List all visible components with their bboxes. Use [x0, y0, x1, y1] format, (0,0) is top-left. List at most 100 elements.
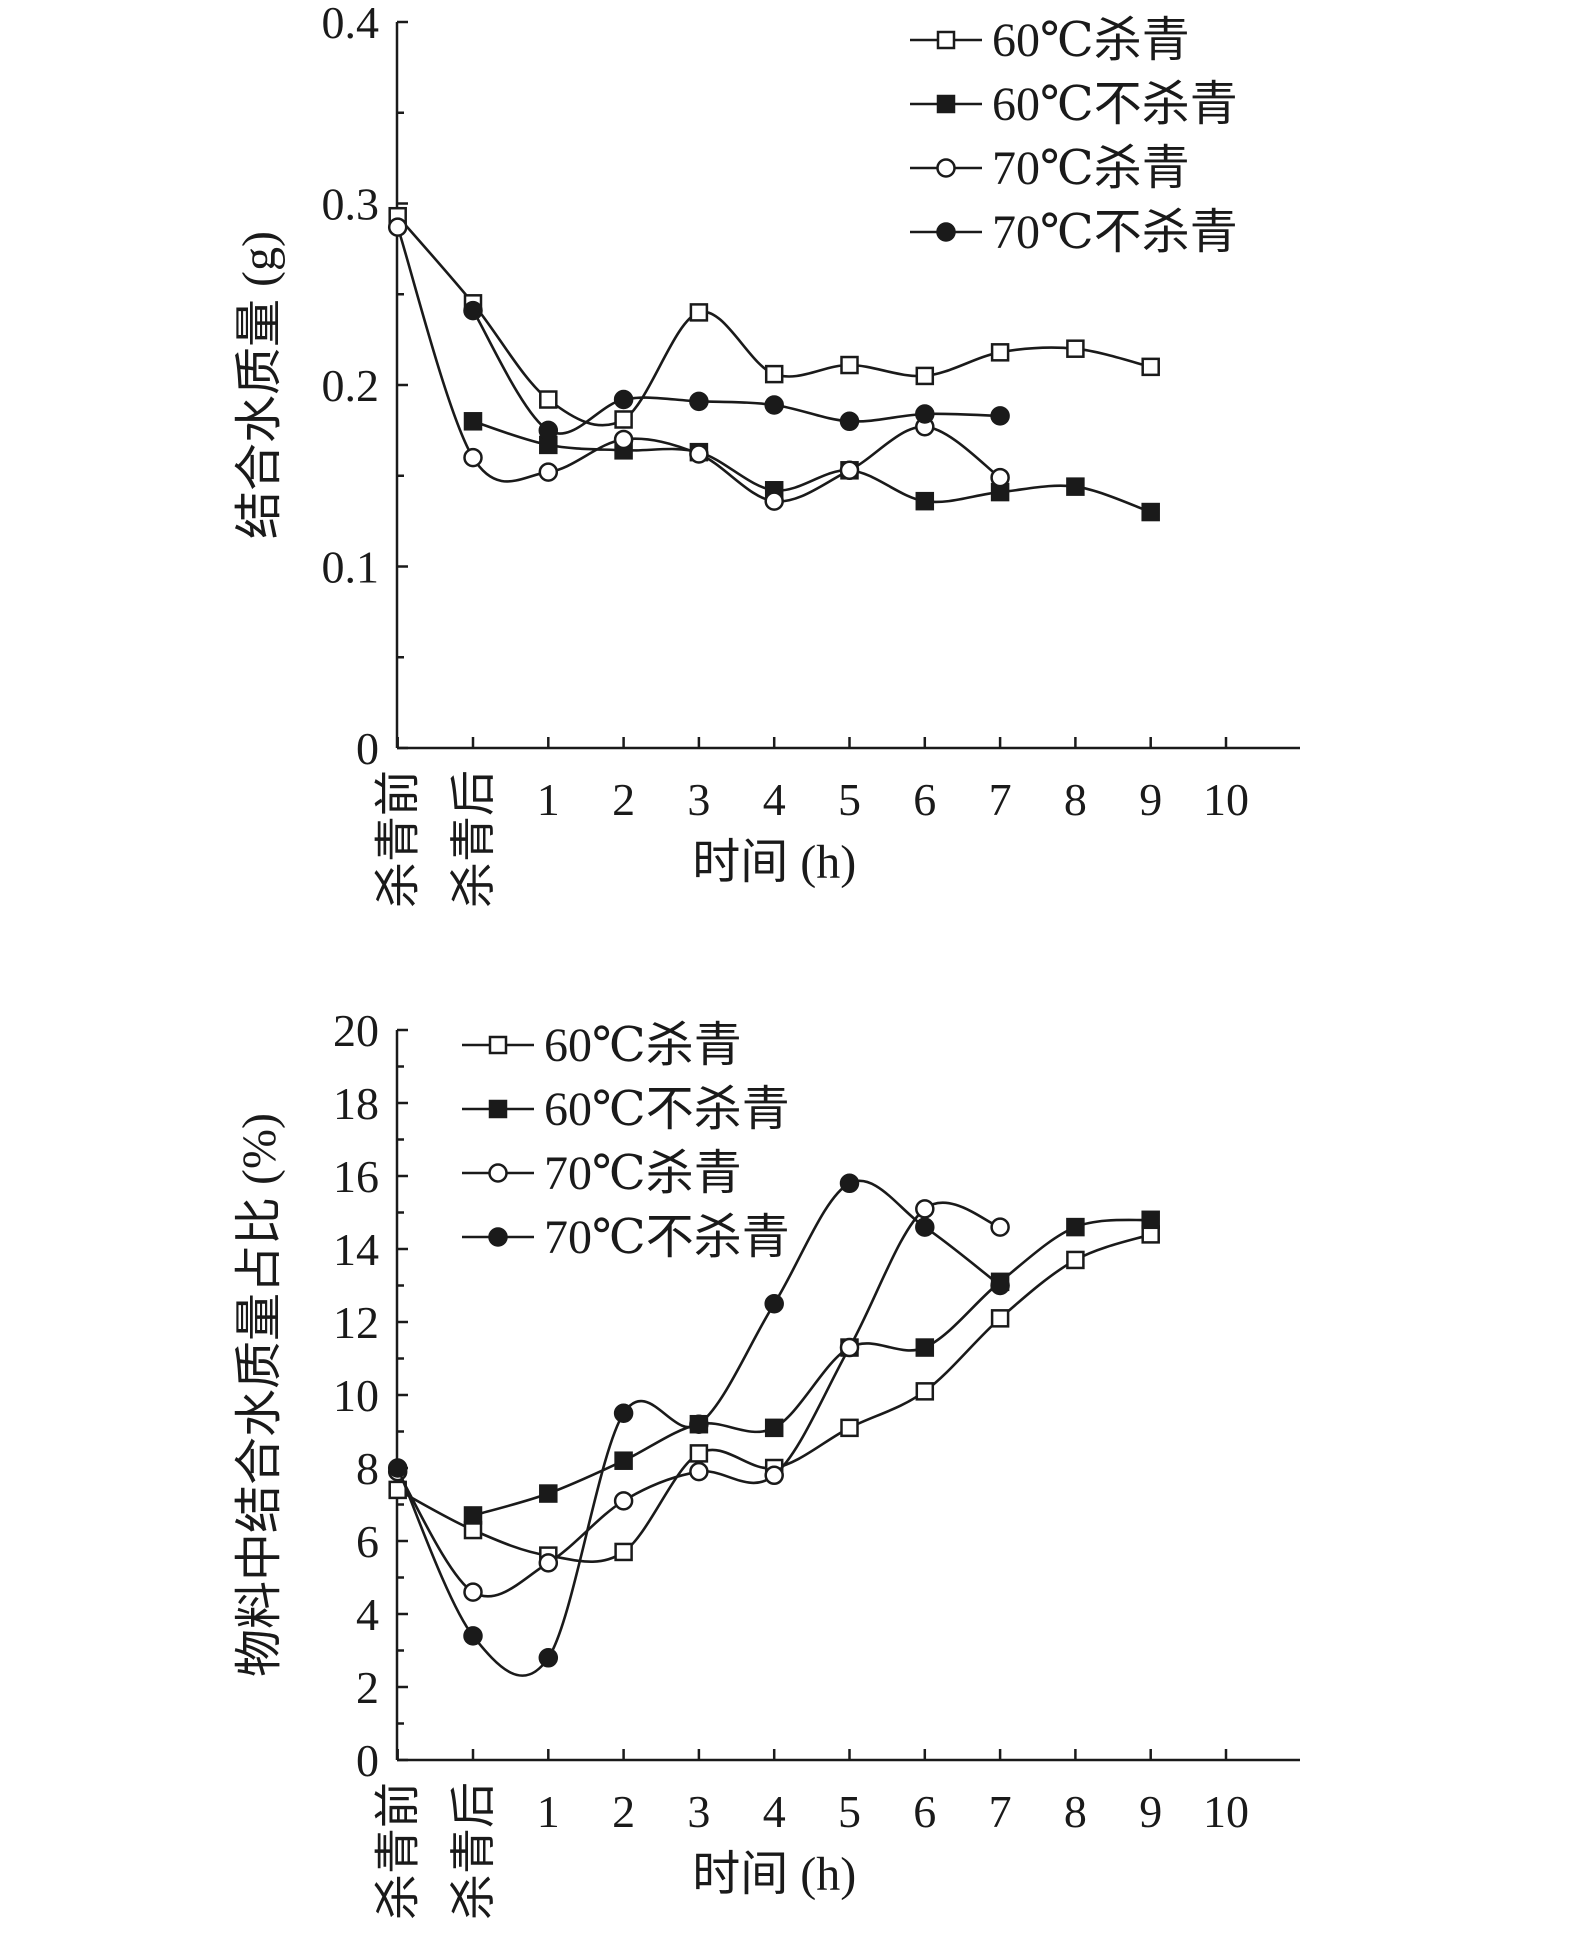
y-tick-label: 16: [333, 1151, 379, 1202]
data-point: [463, 300, 483, 321]
x-axis-title: 时间 (h): [692, 836, 856, 889]
x-tick-label-vertical: 杀青后: [448, 770, 499, 908]
x-tick-label: 7: [989, 1786, 1012, 1837]
y-tick-label: 0: [356, 1735, 379, 1786]
legend-entry: 70℃不杀青: [910, 206, 1238, 259]
data-point: [840, 1418, 859, 1438]
legend-marker: [936, 222, 956, 242]
data-point: [614, 1451, 633, 1470]
data-point: [463, 1626, 483, 1646]
x-tick-label: 4: [763, 1786, 786, 1837]
series-1: [388, 1225, 1160, 1565]
data-point: [915, 1217, 935, 1237]
data-point: [1066, 1217, 1085, 1237]
series-4: [387, 1173, 1010, 1677]
data-point: [689, 1461, 709, 1482]
data-point: [990, 406, 1010, 426]
data-point: [538, 462, 559, 482]
y-tick-label: 20: [333, 1005, 379, 1056]
data-point: [613, 1491, 634, 1511]
legend-label: 60℃不杀青: [992, 78, 1238, 131]
legend-entry: 60℃不杀青: [910, 78, 1238, 131]
data-point: [915, 366, 935, 386]
data-point: [764, 395, 784, 415]
x-tick-label-vertical: 杀青前: [373, 1782, 424, 1920]
x-tick-label: 10: [1203, 774, 1249, 825]
y-tick-label: 14: [333, 1224, 379, 1275]
y-tick-label: 10: [333, 1370, 379, 1421]
data-point: [463, 412, 483, 431]
data-point: [539, 1484, 558, 1503]
data-point: [538, 420, 559, 441]
data-point: [539, 390, 558, 409]
y-tick-label: 18: [333, 1078, 379, 1129]
legend-label: 70℃杀青: [992, 142, 1190, 195]
x-tick-label: 9: [1139, 774, 1162, 825]
x-axis-title: 时间 (h): [692, 1848, 856, 1901]
data-point: [764, 364, 784, 384]
x-tick-label: 1: [537, 774, 560, 825]
data-point: [915, 491, 935, 511]
x-tick-label: 5: [838, 1786, 861, 1837]
legend-marker: [488, 1099, 508, 1119]
data-point: [463, 1506, 483, 1525]
x-tick-label: 4: [763, 774, 786, 825]
legend-entry: 60℃不杀青: [462, 1083, 790, 1136]
data-point: [613, 1403, 634, 1423]
legend-label: 60℃杀青: [544, 1019, 742, 1072]
legend-entry: 60℃杀青: [462, 1019, 742, 1072]
data-point: [915, 1338, 935, 1357]
data-point: [538, 1553, 559, 1573]
series-line: [472, 1218, 1151, 1517]
series-2: [463, 412, 1160, 522]
data-point: [613, 389, 634, 410]
data-point: [613, 429, 634, 450]
legend-label: 70℃不杀青: [992, 206, 1238, 259]
x-tick-label: 9: [1139, 1786, 1162, 1837]
x-tick-label: 3: [687, 774, 710, 825]
y-tick-label: 2: [356, 1662, 379, 1713]
data-point: [689, 1414, 709, 1434]
data-point: [764, 1418, 784, 1438]
legend-marker: [488, 1163, 508, 1183]
data-point: [764, 491, 784, 511]
x-tick-label: 10: [1203, 1786, 1249, 1837]
data-point: [764, 1465, 784, 1486]
data-point: [614, 1542, 633, 1562]
data-point: [689, 1444, 709, 1463]
legend-marker: [936, 158, 956, 178]
series-3: [387, 1199, 1010, 1602]
data-point: [614, 410, 633, 429]
data-point: [689, 303, 709, 322]
legend-entry: 70℃杀青: [910, 142, 1190, 195]
data-point: [689, 444, 709, 464]
legend-marker: [488, 1035, 508, 1055]
x-tick-label: 7: [989, 774, 1012, 825]
x-tick-label: 5: [838, 774, 861, 825]
legend-label: 70℃杀青: [544, 1147, 742, 1200]
x-tick-label: 3: [687, 1786, 710, 1837]
data-point: [538, 1648, 559, 1668]
x-tick-label: 8: [1064, 1786, 1087, 1837]
series-line: [472, 420, 1152, 514]
chart-bound-water-mass: 0 0.1 0.2 0.3 0.4 杀青前 杀青后 1 2 3 4 5 6 7 8 9 10 时间 (h) 结合水质…: [233, 0, 1300, 908]
y-tick-label: 12: [333, 1297, 379, 1348]
x-tick-label: 8: [1064, 774, 1087, 825]
data-point: [1066, 339, 1085, 358]
legend-entry: 70℃杀青: [462, 1147, 742, 1200]
series-1: [388, 206, 1160, 429]
data-point: [689, 391, 709, 412]
data-point: [990, 1309, 1010, 1328]
y-axis-title: 物料中结合水质量占比 (%): [233, 1113, 286, 1677]
data-point: [839, 1337, 860, 1358]
data-point: [1141, 502, 1160, 522]
legend-label: 70℃不杀青: [544, 1211, 790, 1264]
data-point: [1066, 477, 1085, 496]
series-line: [396, 1179, 1001, 1677]
legend-label: 60℃杀青: [992, 14, 1190, 67]
legend-label: 60℃不杀青: [544, 1083, 790, 1136]
series-4: [463, 300, 1010, 441]
data-point: [1141, 1210, 1160, 1230]
data-point: [764, 1294, 784, 1314]
